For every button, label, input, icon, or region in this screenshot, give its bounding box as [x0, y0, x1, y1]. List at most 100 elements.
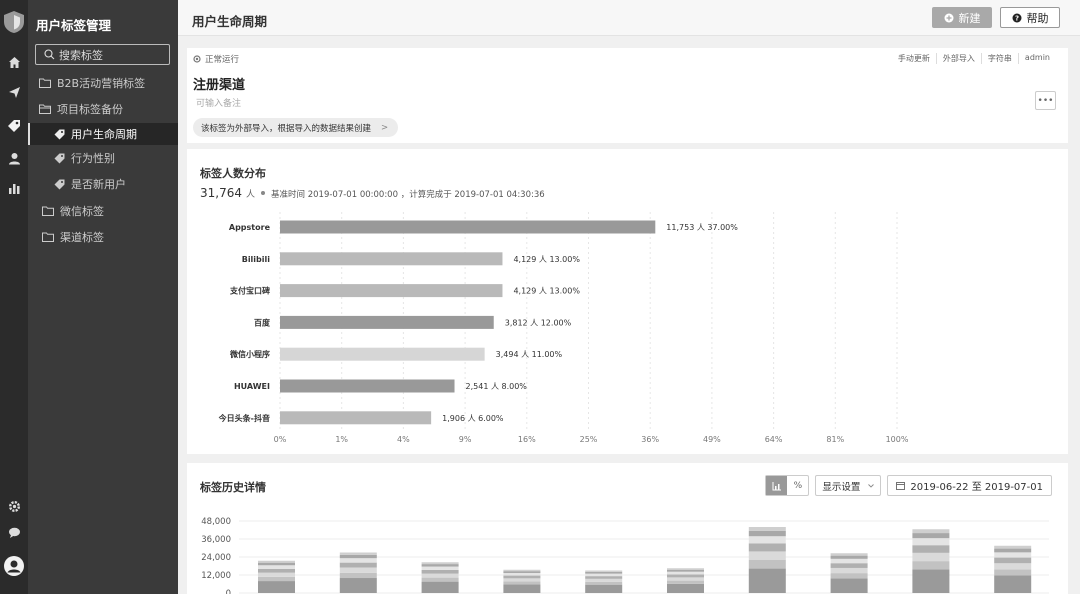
x-tick-label: 0% [274, 435, 287, 444]
stack-segment [503, 571, 541, 574]
source-label: 外部导入 [935, 53, 981, 64]
x-tick-label: 16% [518, 435, 536, 444]
stack-segment [830, 573, 868, 579]
new-button[interactable]: 新建 [932, 7, 992, 28]
tag-source-text: 该标签为外部导入，根据导入的数据结果创建 [201, 123, 372, 134]
stack-segment [258, 572, 295, 577]
category-label: HUAWEI [234, 382, 270, 391]
sidebar-item-label: 用户生命周期 [71, 128, 137, 141]
stack-segment [830, 555, 868, 559]
folder-icon [42, 206, 54, 216]
y-tick-label: 0 [226, 589, 231, 594]
stack-segment [503, 573, 541, 576]
help-button[interactable]: ? 帮助 [1000, 7, 1060, 28]
owner-label: admin [1017, 53, 1056, 64]
sidebar-item-behavior-gender[interactable]: 行为性别 [54, 147, 115, 169]
stack-segment [748, 560, 786, 569]
stack-segment [339, 558, 377, 563]
icon-rail [0, 0, 28, 594]
tag-icon [54, 179, 65, 189]
stack-segment [503, 569, 541, 572]
category-label: 支付宝口碑 [229, 286, 270, 296]
display-settings-dropdown[interactable]: 显示设置 [815, 475, 882, 496]
sidebar-item-label: 项目标签备份 [57, 103, 123, 116]
stack-segment [667, 577, 704, 581]
sidebar: 用户标签管理 搜索标签 B2B活动营销标签 项目标签备份 用户生命周期 行为性别… [28, 0, 178, 594]
tag-icon [54, 153, 65, 163]
category-label: 今日头条-抖音 [218, 413, 270, 423]
stack-segment [667, 574, 704, 578]
stack-segment [830, 558, 868, 564]
user-icon[interactable] [6, 150, 22, 166]
sidebar-folder-wechat[interactable]: 微信标签 [42, 200, 104, 222]
sidebar-item-user-lifecycle[interactable]: 用户生命周期 [28, 123, 178, 145]
stack-segment [585, 576, 623, 579]
stack-segment [339, 567, 377, 573]
status-text: 正常运行 [205, 55, 240, 65]
stack-segment [994, 548, 1032, 553]
bar [280, 411, 432, 425]
update-mode-link[interactable]: 手动更新 [897, 54, 930, 63]
avatar-icon[interactable] [3, 555, 25, 577]
distribution-card: 标签人数分布 31,764 人 基准时间 2019-07-01 00:00:00… [187, 149, 1068, 454]
total-unit: 人 [246, 190, 256, 200]
search-input[interactable]: 搜索标签 [35, 44, 170, 65]
more-options-button[interactable]: ••• [1035, 91, 1056, 110]
plus-circle-icon [944, 13, 953, 22]
stack-segment [667, 569, 704, 572]
stack-segment [421, 581, 459, 593]
sidebar-folder-channel[interactable]: 渠道标签 [42, 226, 104, 248]
tag-source-info[interactable]: 该标签为外部导入，根据导入的数据结果创建 > [193, 118, 399, 137]
value-label: 4,129 人 13.00% [513, 255, 580, 264]
stack-segment [421, 566, 459, 570]
chevron-down-icon [868, 483, 875, 488]
search-placeholder: 搜索标签 [59, 48, 103, 62]
distribution-bar-chart: 0% 1% 4% 9% 16% 25% 36% 49% 64% 81% 100% Appstore 11… [218, 212, 909, 444]
tag-icon[interactable] [6, 118, 22, 134]
stack-segment [585, 578, 623, 582]
stack-segment [830, 553, 868, 556]
stack-segment [994, 575, 1032, 593]
bar [280, 347, 485, 361]
stack-segment [912, 545, 950, 553]
sidebar-folder-project-backup[interactable]: 项目标签备份 [39, 98, 123, 120]
stack-segment [830, 567, 868, 574]
x-tick-label: 81% [826, 435, 844, 444]
message-icon[interactable] [6, 524, 22, 540]
stack-segment [258, 560, 295, 563]
bar [280, 252, 503, 266]
app-logo-icon [3, 10, 25, 34]
home-icon[interactable] [6, 54, 22, 70]
stack-segment [912, 552, 950, 562]
y-tick-label: 12,000 [201, 571, 231, 581]
sidebar-item-label: 微信标签 [60, 205, 104, 218]
stack-segment [258, 581, 295, 593]
send-icon[interactable] [6, 84, 22, 100]
sidebar-item-is-new-user[interactable]: 是否新用户 [54, 173, 126, 195]
stack-segment [503, 581, 541, 585]
stack-segment [748, 530, 786, 537]
distribution-title: 标签人数分布 [200, 167, 266, 180]
bar [280, 315, 494, 329]
folder-icon [42, 232, 54, 242]
sidebar-item-label: 是否新用户 [71, 178, 126, 191]
settings-icon[interactable] [6, 498, 22, 514]
date-range-picker[interactable]: 2019-06-22 至 2019-07-01 [887, 475, 1052, 496]
view-percent-toggle[interactable]: % [793, 480, 803, 491]
view-toggle: % [765, 475, 810, 496]
calc-time: 基准时间 2019-07-01 00:00:00 ，计算完成于 2019-07-… [271, 190, 545, 200]
view-chart-toggle[interactable] [766, 476, 788, 495]
stack-segment [339, 578, 377, 593]
sidebar-folder-b2b[interactable]: B2B活动营销标签 [39, 72, 145, 94]
stack-segment [585, 571, 623, 574]
bar-chart-icon[interactable] [6, 180, 22, 196]
x-tick-label: 49% [703, 435, 721, 444]
stack-segment [585, 581, 623, 585]
note-input[interactable]: 可输入备注 [196, 99, 242, 109]
stack-segment [748, 568, 786, 593]
stack-segment [258, 568, 295, 573]
sidebar-item-label: 渠道标签 [60, 231, 104, 244]
stack-segment [912, 569, 950, 593]
folder-icon [39, 78, 51, 88]
bar [280, 379, 455, 393]
